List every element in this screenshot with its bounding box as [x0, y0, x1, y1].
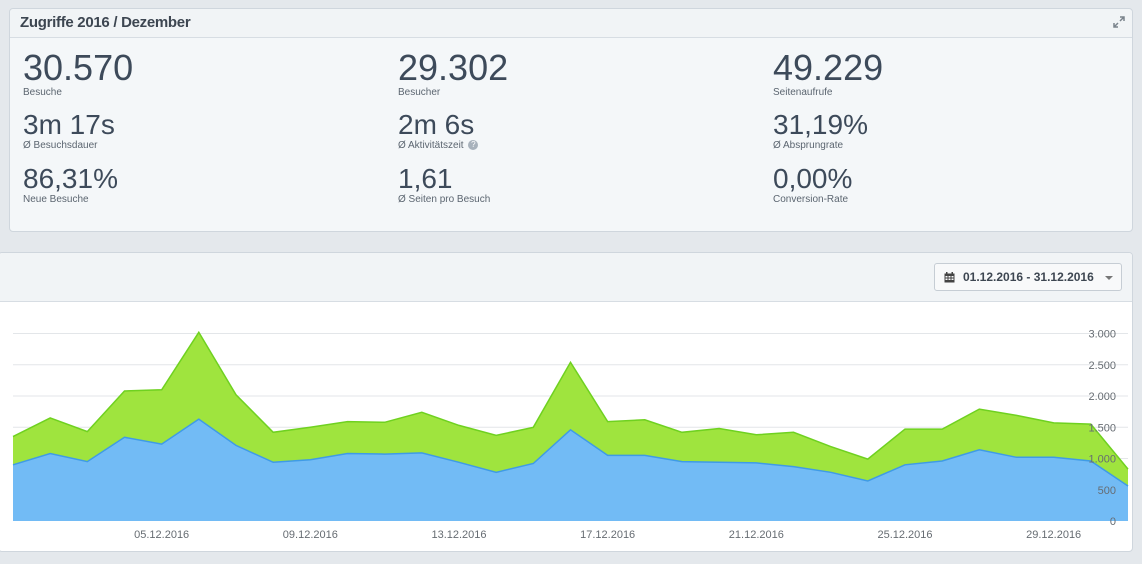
stat-value: 2m 6s [398, 109, 475, 140]
y-tick-label: 500 [1098, 485, 1116, 497]
stat-visit-duration: 3m 17s Ø Besuchsdauer [23, 109, 115, 152]
stat-value: 3m 17s [23, 109, 115, 140]
stat-value: 0,00% [773, 163, 853, 194]
stat-visits: 30.570 Besuche [23, 47, 134, 99]
chevron-down-icon [1105, 276, 1113, 280]
date-range-picker[interactable]: 01.12.2016 - 31.12.2016 [934, 263, 1122, 291]
stat-label: Seitenaufrufe [773, 87, 833, 98]
stat-label: Ø Absprungrate [773, 140, 844, 151]
date-range-text: 01.12.2016 - 31.12.2016 [963, 270, 1094, 284]
x-tick-label: 21.12.2016 [729, 529, 784, 541]
area-chart: 0 500 1.000 1.500 2.000 2.500 3.000 05.12.2016 0… [12, 329, 1129, 541]
y-tick-label: 2.000 [1088, 391, 1116, 403]
stat-value: 29.302 [398, 47, 509, 88]
stats-panel: Zugriffe 2016 / Dezember 30.570 Besuche … [9, 8, 1133, 232]
series-line-1 [12, 330, 1129, 470]
x-tick-label: 05.12.2016 [134, 529, 189, 541]
stat-conversion-rate: 0,00% Conversion-Rate [773, 163, 853, 206]
stat-value: 1,61 [398, 163, 453, 194]
y-tick-label: 3.000 [1088, 329, 1116, 341]
chart-panel: 01.12.2016 - 31.12.2016 0 500 1.000 1.500 2.… [0, 252, 1133, 552]
y-tick-label: 1.000 [1088, 454, 1116, 466]
stat-label: Besucher [398, 87, 441, 98]
stat-value: 31,19% [773, 109, 868, 140]
x-tick-label: 25.12.2016 [877, 529, 932, 541]
stat-label: Ø Besuchsdauer [23, 140, 98, 151]
panel-header: Zugriffe 2016 / Dezember [10, 9, 1132, 38]
x-tick-label: 13.12.2016 [431, 529, 486, 541]
calendar-icon [944, 272, 955, 283]
stat-new-visits: 86,31% Neue Besuche [23, 163, 118, 206]
series-area-2 [13, 419, 1128, 521]
expand-icon[interactable] [1112, 15, 1126, 29]
y-tick-label: 0 [1110, 516, 1116, 528]
x-tick-label: 29.12.2016 [1026, 529, 1081, 541]
stat-pages-per-visit: 1,61 Ø Seiten pro Besuch [398, 163, 491, 206]
stat-label: Besuche [23, 87, 62, 98]
y-tick-label: 1.500 [1088, 422, 1116, 434]
stat-label: Ø Aktivitätszeit [398, 140, 464, 151]
stat-activity-time: 2m 6s Ø Aktivitätszeit ? [398, 109, 479, 151]
stat-visitors: 29.302 Besucher [398, 47, 509, 99]
stat-label: Ø Seiten pro Besuch [398, 194, 491, 205]
stat-value: 30.570 [23, 47, 134, 88]
series-line-2 [12, 418, 1129, 487]
chart-toolbar: 01.12.2016 - 31.12.2016 [0, 253, 1132, 302]
stat-pageviews: 49.229 Seitenaufrufe [773, 47, 884, 99]
panel-title: Zugriffe 2016 / Dezember [20, 14, 191, 31]
stat-bounce-rate: 31,19% Ø Absprungrate [773, 109, 868, 152]
y-tick-label: 2.500 [1088, 360, 1116, 372]
help-icon[interactable]: ? [468, 140, 479, 151]
x-tick-label: 09.12.2016 [283, 529, 338, 541]
stat-label: Conversion-Rate [773, 194, 849, 205]
stat-value: 86,31% [23, 163, 118, 194]
x-tick-label: 17.12.2016 [580, 529, 635, 541]
stat-value: 49.229 [773, 47, 884, 88]
stat-label: Neue Besuche [23, 194, 89, 205]
